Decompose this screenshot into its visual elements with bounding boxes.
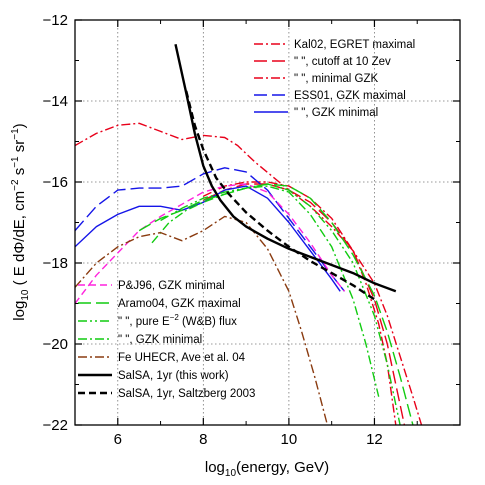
series-line-0-kal02-egret-maximal: [75, 122, 423, 425]
x-axis-label-log: log: [205, 459, 225, 476]
y-axis-label-close: ): [11, 123, 28, 128]
legend-label-bottom-3: " ", GZK minimal: [118, 334, 202, 346]
x-tick-label: 6: [114, 431, 122, 448]
ticks: 6 8 10 12 −22 −20 −18 −16 −14 −12: [43, 12, 461, 448]
x-tick-label: 12: [366, 431, 383, 448]
x-axis-label-sub: 10: [225, 468, 237, 479]
y-tick-label: −18: [43, 255, 68, 272]
y-axis-label-text: ( E dΦ/dE, cm: [11, 191, 28, 290]
y-axis-label-exp3: −1: [10, 128, 21, 140]
y-tick-label: −20: [43, 336, 68, 353]
legend-label-top-4: " ", GZK minimal: [294, 107, 378, 119]
legend-label-top-1: " ", cutoff at 10 Zev: [294, 56, 391, 68]
series-line-3-ess01-gzk-maximal: [75, 167, 346, 292]
y-axis-label-exp1: −2: [10, 179, 21, 191]
y-axis-label-sr: sr: [11, 140, 28, 157]
x-axis-label-text: (energy, GeV): [236, 459, 329, 476]
y-tick-label: −22: [43, 417, 68, 434]
series-line-7-pure-e-2-w-b-flux: [160, 183, 401, 425]
legend-label-top-0: Kal02, EGRET maximal: [294, 39, 415, 51]
legend-label-bottom-0: P&J96, GZK minimal: [118, 280, 225, 292]
series-line-10-salsa-1yr-this-work: [174, 44, 397, 293]
legend-label-top-2: " ", minimal GZK: [294, 73, 379, 85]
series-line-11-salsa-1yr-saltzberg-2003: [185, 90, 376, 301]
y-tick-label: −12: [43, 12, 68, 29]
legend: Kal02, EGRET maximal " ", cutoff at 10 Ze…: [78, 39, 415, 400]
y-tick-label: −14: [43, 93, 68, 110]
x-axis-label: log10(energy, GeV): [205, 459, 329, 479]
x-tick-label: 10: [281, 431, 298, 448]
y-axis-label-sub: 10: [20, 289, 31, 301]
legend-label-bottom-5: SalSA, 1yr (this work): [118, 370, 229, 382]
series-line-8-gzk-minimal: [151, 185, 380, 397]
y-tick-label: −16: [43, 174, 68, 191]
legend-label-bottom-4: Fe UHECR, Ave et al. 04: [118, 352, 246, 364]
legend-label-top-3: ESS01, GZK maximal: [294, 90, 406, 102]
y-axis-label-exp2: −1: [10, 156, 21, 168]
legend-label-bottom-6: SalSA, 1yr, Saltzberg 2003: [118, 388, 255, 400]
legend-label-bottom-2: " ", pure E−2 (W&B) flux: [118, 313, 237, 328]
y-axis-label-s: s: [11, 168, 28, 180]
series-line-9-fe-uhecr-ave-et-al-04: [75, 215, 329, 425]
series-line-4-gzk-minimal: [75, 185, 341, 292]
y-axis-label: log10 ( E dΦ/dE, cm−2 s−1 sr−1): [10, 123, 31, 320]
series-line-2-minimal-gzk: [203, 181, 397, 425]
series-layer: [75, 44, 423, 425]
series-line-6-aramo04-gzk-maximal: [138, 183, 414, 425]
x-tick-label: 8: [199, 431, 207, 448]
y-axis-label-log: log: [11, 301, 28, 321]
legend-label-bottom-1: Aramo04, GZK maximal: [118, 298, 241, 310]
series-line-5-p-j96-gzk-minimal: [75, 183, 346, 304]
